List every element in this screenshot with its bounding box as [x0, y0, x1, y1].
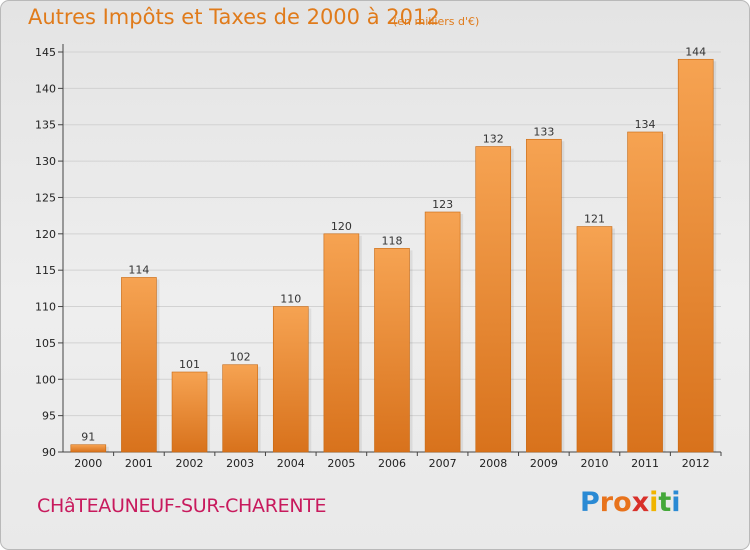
- data-label-2008: 132: [483, 133, 504, 146]
- chart-subtitle: (en milliers d'€): [393, 15, 480, 28]
- x-tick-label-2001: 2001: [125, 457, 153, 470]
- y-tick-label: 125: [35, 191, 56, 204]
- bar-2012: [677, 58, 714, 453]
- y-tick-label: 130: [35, 155, 56, 168]
- x-tick-label-2003: 2003: [226, 457, 254, 470]
- bar-2005: [323, 233, 360, 453]
- chart-title: Autres Impôts et Taxes de 2000 à 2012: [28, 5, 440, 29]
- data-label-2002: 101: [179, 358, 200, 371]
- data-label-2005: 120: [331, 220, 352, 233]
- logo-letter: r: [599, 487, 614, 518]
- logo-letter: x: [631, 487, 650, 518]
- y-tick-label: 115: [35, 264, 56, 277]
- bar-2001: [121, 277, 157, 453]
- y-tick-label: 140: [35, 82, 56, 95]
- bar-2004: [272, 306, 309, 453]
- bar-2003: [222, 364, 258, 453]
- data-label-2004: 110: [280, 293, 301, 306]
- y-tick-label: 110: [35, 301, 56, 314]
- x-tick-label-2008: 2008: [479, 457, 507, 470]
- bar-2006: [374, 248, 410, 453]
- logo-letter: o: [613, 487, 632, 518]
- data-label-2010: 121: [584, 213, 605, 226]
- y-tick-label: 105: [35, 337, 56, 350]
- x-tick-label-2012: 2012: [682, 457, 710, 470]
- y-tick-label: 100: [35, 373, 56, 386]
- proxiti-logo: Proxiti: [580, 487, 681, 518]
- data-label-2011: 134: [635, 118, 656, 131]
- y-tick-label: 120: [35, 228, 56, 241]
- data-label-2003: 102: [230, 351, 251, 364]
- bar-2010: [576, 226, 613, 453]
- logo-letter: P: [580, 487, 600, 518]
- y-tick-label: 90: [42, 446, 56, 459]
- x-tick-label-2009: 2009: [530, 457, 558, 470]
- x-tick-label-2002: 2002: [176, 457, 204, 470]
- x-tick-label-2005: 2005: [327, 457, 355, 470]
- x-tick-label-2010: 2010: [580, 457, 608, 470]
- bar-2011: [627, 131, 663, 453]
- bar-2007: [424, 211, 461, 453]
- x-tick-label-2004: 2004: [277, 457, 305, 470]
- data-label-2000: 91: [81, 431, 95, 444]
- data-label-2009: 133: [533, 125, 554, 138]
- logo-letter: t: [658, 487, 672, 518]
- y-tick-label: 95: [42, 410, 56, 423]
- bars: [70, 58, 717, 453]
- data-label-2007: 123: [432, 198, 453, 211]
- y-tick-labels: 90 95 100 105 110 115 120 125 130 135 140 145: [35, 46, 56, 459]
- logo-letter: i: [671, 487, 681, 518]
- x-tick-label-2007: 2007: [429, 457, 457, 470]
- commune-name: CHâTEAUNEUF-SUR-CHARENTE: [37, 495, 327, 517]
- bar-2000: [70, 444, 107, 453]
- y-tick-label: 145: [35, 46, 56, 59]
- data-label-2001: 114: [128, 263, 149, 276]
- logo-letter: i: [649, 487, 659, 518]
- x-tick-label-2006: 2006: [378, 457, 406, 470]
- x-tick-label-2000: 2000: [74, 457, 102, 470]
- bar-2002: [171, 371, 208, 453]
- bar-2009: [526, 138, 562, 453]
- data-label-2006: 118: [382, 234, 403, 247]
- y-tick-label: 135: [35, 119, 56, 132]
- x-tick-labels: 2000 2001 2002 2003 2004 2005 2006 2007 2008 2009…: [74, 457, 709, 470]
- x-tick-label-2011: 2011: [631, 457, 659, 470]
- bar-2008: [475, 146, 512, 453]
- data-label-2012: 144: [685, 45, 706, 58]
- data-labels: 91 114 101 102 110 120 118 123 132 133 121 134 144: [81, 45, 706, 443]
